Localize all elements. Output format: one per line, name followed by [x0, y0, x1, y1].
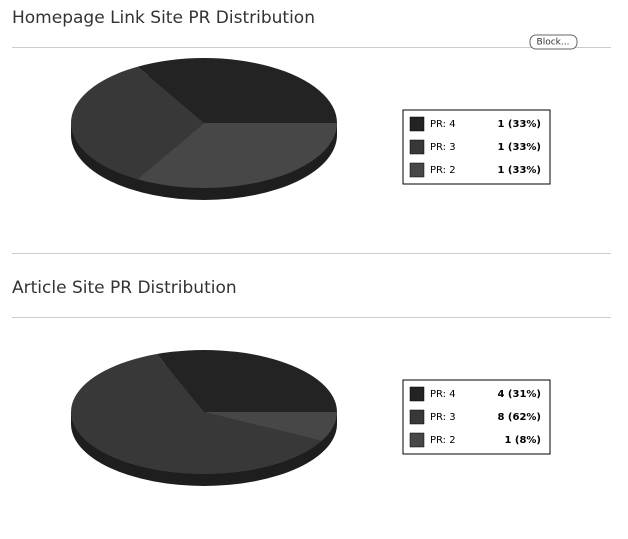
block-button[interactable]: Block...	[529, 34, 578, 50]
legend-swatch	[409, 386, 425, 402]
legend-swatch	[409, 409, 425, 425]
legend-value: 1 (33%)	[497, 119, 541, 130]
pie-slice	[137, 57, 337, 123]
legend-value: 1 (33%)	[497, 165, 541, 176]
legend-label: PR: 3	[430, 412, 456, 423]
pie-slice	[156, 350, 337, 412]
legend-value: 4 (31%)	[497, 389, 541, 400]
legend-swatch	[409, 432, 425, 448]
legend-label: PR: 3	[430, 142, 456, 153]
pie-slice	[204, 412, 337, 441]
legend-swatch	[409, 116, 425, 132]
legend-label: PR: 4	[430, 389, 456, 400]
legend-swatch	[409, 139, 425, 155]
legend-box	[402, 379, 551, 455]
legend-swatch	[409, 162, 425, 178]
pie-slice	[137, 123, 337, 189]
button-frame[interactable]	[529, 34, 578, 50]
pie-slice	[71, 354, 322, 475]
legend-box	[402, 109, 551, 185]
legend-label: PR: 2	[430, 435, 456, 446]
legend-value: 1 (33%)	[497, 142, 541, 153]
legend-value: 1 (8%)	[504, 435, 541, 446]
legend-value: 8 (62%)	[497, 412, 541, 423]
chart-title: Homepage Link Site PR Distribution	[12, 8, 315, 28]
button-label[interactable]: Block...	[537, 38, 570, 48]
legend-label: PR: 4	[430, 119, 456, 130]
legend-label: PR: 2	[430, 165, 456, 176]
chart-title: Article Site PR Distribution	[12, 278, 237, 298]
